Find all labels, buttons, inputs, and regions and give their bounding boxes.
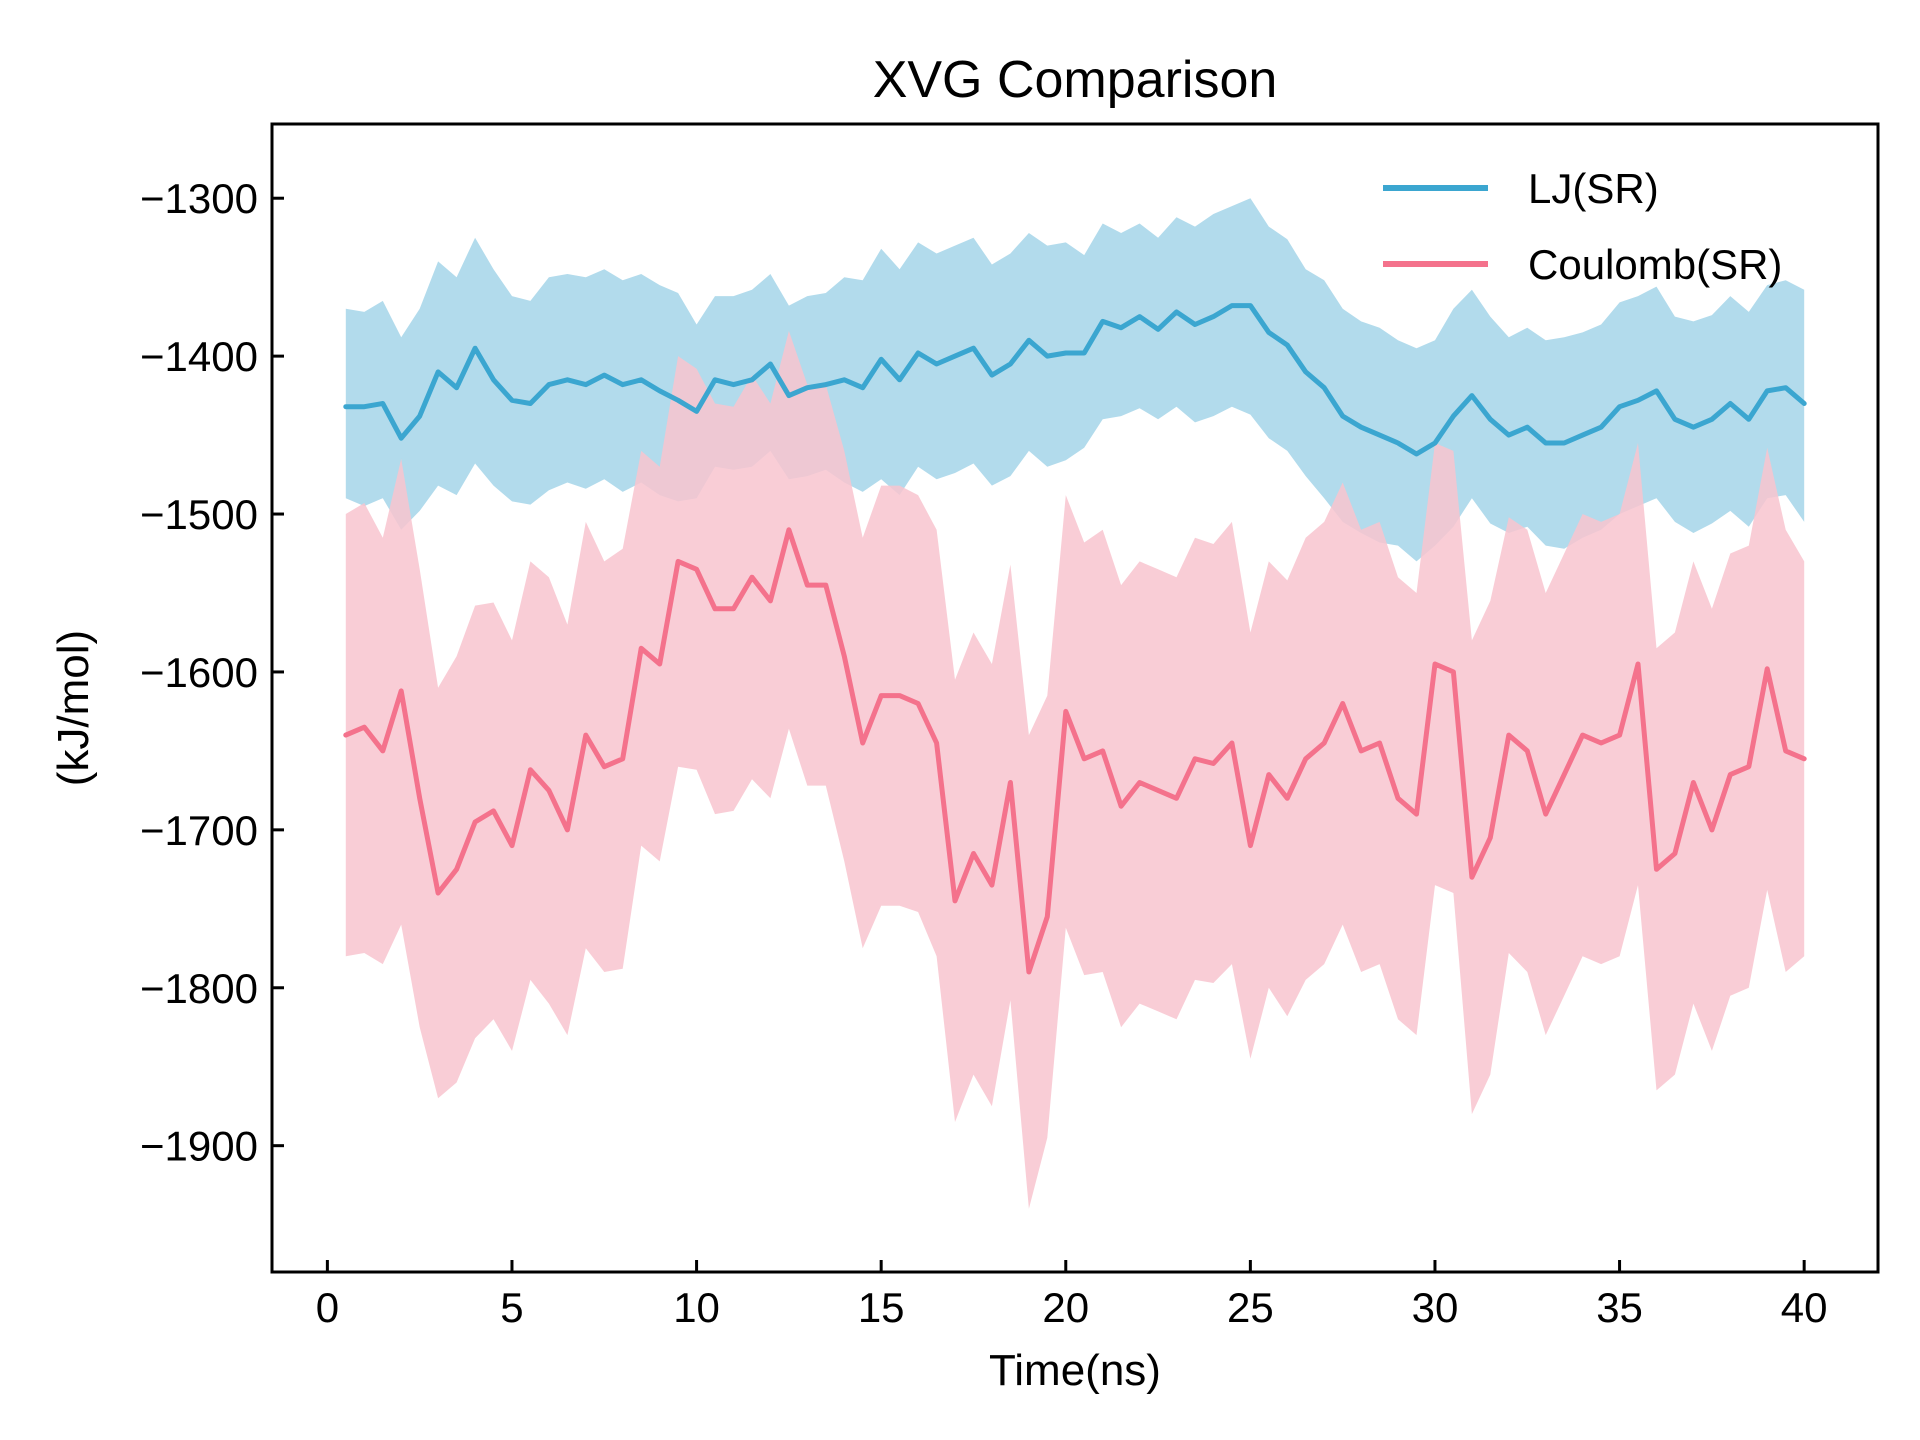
y-tick-label: −1400 [140,333,258,380]
y-tick-label: −1600 [140,649,258,696]
y-tick-label: −1300 [140,175,258,222]
x-tick-label: 10 [673,1284,720,1331]
y-axis-label: (kJ/mol) [49,630,98,786]
confidence-bands [345,198,1805,1209]
x-tick-label: 15 [858,1284,905,1331]
x-axis-label: Time(ns) [989,1346,1161,1395]
band-coulomb-sr [345,330,1805,1209]
legend: LJ(SR) Coulomb(SR) [1383,165,1782,288]
legend-label-lj-sr: LJ(SR) [1528,165,1659,212]
y-tick-label: −1800 [140,965,258,1012]
x-tick-label: 30 [1412,1284,1459,1331]
series-line-coulomb-sr [343,527,1807,975]
chart-title: XVG Comparison [873,51,1278,109]
x-tick-label: 5 [500,1284,523,1331]
x-tick-label: 0 [316,1284,339,1331]
x-tick-label: 40 [1781,1284,1828,1331]
y-tick-label: −1900 [140,1123,258,1170]
series-lines [343,303,1807,975]
legend-label-coulomb-sr: Coulomb(SR) [1528,241,1782,288]
y-tick-label: −1700 [140,807,258,854]
x-tick-label: 35 [1596,1284,1643,1331]
series-line-lj-sr [343,303,1807,457]
plot-frame [270,122,1880,1274]
y-tick-label: −1500 [140,491,258,538]
y-axis-ticks: −1300 −1400 −1500 −1600 −1700 −1800 −1900 [140,175,284,1170]
x-tick-label: 20 [1042,1284,1089,1331]
x-tick-label: 25 [1227,1284,1274,1331]
x-axis-ticks: 0 5 10 15 20 25 30 35 40 [316,1260,1828,1331]
